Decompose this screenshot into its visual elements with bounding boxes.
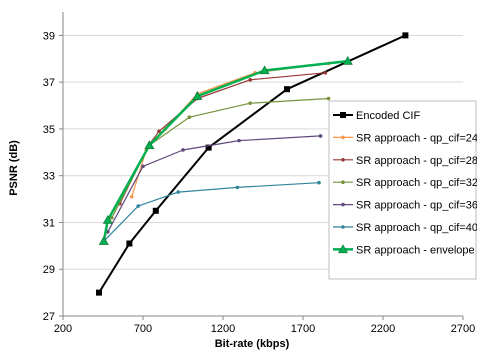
legend-box [328,100,477,280]
data-point-4-4 [248,101,252,105]
data-point-1-1 [96,289,102,296]
legend-marker-4 [341,180,345,184]
legend-marker-3 [341,158,345,162]
data-series [96,32,409,296]
y-tick-label-37: 37 [43,77,55,89]
data-point-1-2 [126,240,133,247]
legend-entry-7: SR approach - envelope [333,244,475,256]
data-point-5-4 [237,138,241,143]
legend-label-5: SR approach - qp_cif=36 [356,200,477,212]
legend-entry-2: SR approach - qp_cif=24 [333,132,477,144]
data-point-1-5 [284,86,290,93]
data-point-5-3 [181,148,185,152]
data-point-3-6 [323,71,328,75]
axes [59,12,464,320]
series-5 [106,134,323,234]
legend-marker-1 [340,112,346,118]
data-point-4-3 [187,115,192,120]
y-tick-label-35: 35 [43,124,55,136]
legend-label-3: SR approach - qp_cif=28 [356,155,477,167]
data-point-7-6 [342,56,353,65]
y-tick-label-29: 29 [43,264,55,276]
data-point-6-2 [136,204,140,208]
x-tick-label-2200: 2200 [371,323,395,335]
y-tick-label-27: 27 [43,311,55,323]
x-tick-label-1200: 1200 [211,323,235,335]
x-tick-label-1700: 1700 [291,323,315,335]
legend-marker-5 [341,202,345,207]
legend: Encoded CIF SR approach - qp_cif=24 SR app… [328,100,477,280]
tick-labels: 27 29 31 33 35 37 39 200 700 1200 1700 2200 2700 [43,30,475,335]
legend-label-4: SR approach - qp_cif=32 [356,177,477,189]
legend-label-7: SR approach - envelope [356,244,475,256]
data-point-7-2 [102,215,113,224]
legend-label-2: SR approach - qp_cif=24 [356,132,477,144]
gridlines [63,34,463,270]
data-point-6-3 [176,190,180,194]
y-tick-label-33: 33 [43,171,55,183]
data-point-3-3 [157,129,161,134]
legend-entry-6: SR approach - qp_cif=40 [333,222,477,234]
legend-marker-7 [337,244,349,254]
data-point-5-2 [141,164,145,169]
y-tick-label-39: 39 [43,30,55,42]
data-point-4-5 [326,96,331,101]
data-point-1-4 [205,144,212,151]
series-7 [98,56,353,245]
y-axis-label: PSNR (dB) [8,140,20,196]
data-point-7-5 [259,65,270,75]
data-point-5-5 [318,134,323,138]
x-tick-label-2700: 2700 [451,323,475,335]
x-axis-label: Bit-rate (kbps) [215,338,290,350]
series-line-1 [98,34,406,294]
data-point-1-3 [152,207,159,214]
y-tick-label-31: 31 [43,217,55,229]
data-point-1-6 [402,32,409,39]
data-point-7-3 [144,140,155,149]
legend-label-1: Encoded CIF [356,110,420,122]
series-1 [96,32,409,296]
legend-entry-5: SR approach - qp_cif=36 [333,200,477,212]
legend-entry-1: Encoded CIF [333,110,420,122]
x-tick-label-700: 700 [134,323,152,335]
legend-marker-2 [341,135,345,140]
data-point-6-4 [235,185,240,190]
data-point-6-5 [317,180,321,185]
data-point-7-1 [98,236,109,245]
data-point-7-4 [192,91,203,100]
legend-entry-3: SR approach - qp_cif=28 [333,155,477,167]
legend-entry-4: SR approach - qp_cif=32 [333,177,477,189]
data-point-2-1 [130,194,134,199]
legend-label-6: SR approach - qp_cif=40 [356,222,477,234]
data-point-3-5 [248,78,252,82]
legend-marker-6 [341,225,345,229]
x-tick-label-200: 200 [54,323,72,335]
